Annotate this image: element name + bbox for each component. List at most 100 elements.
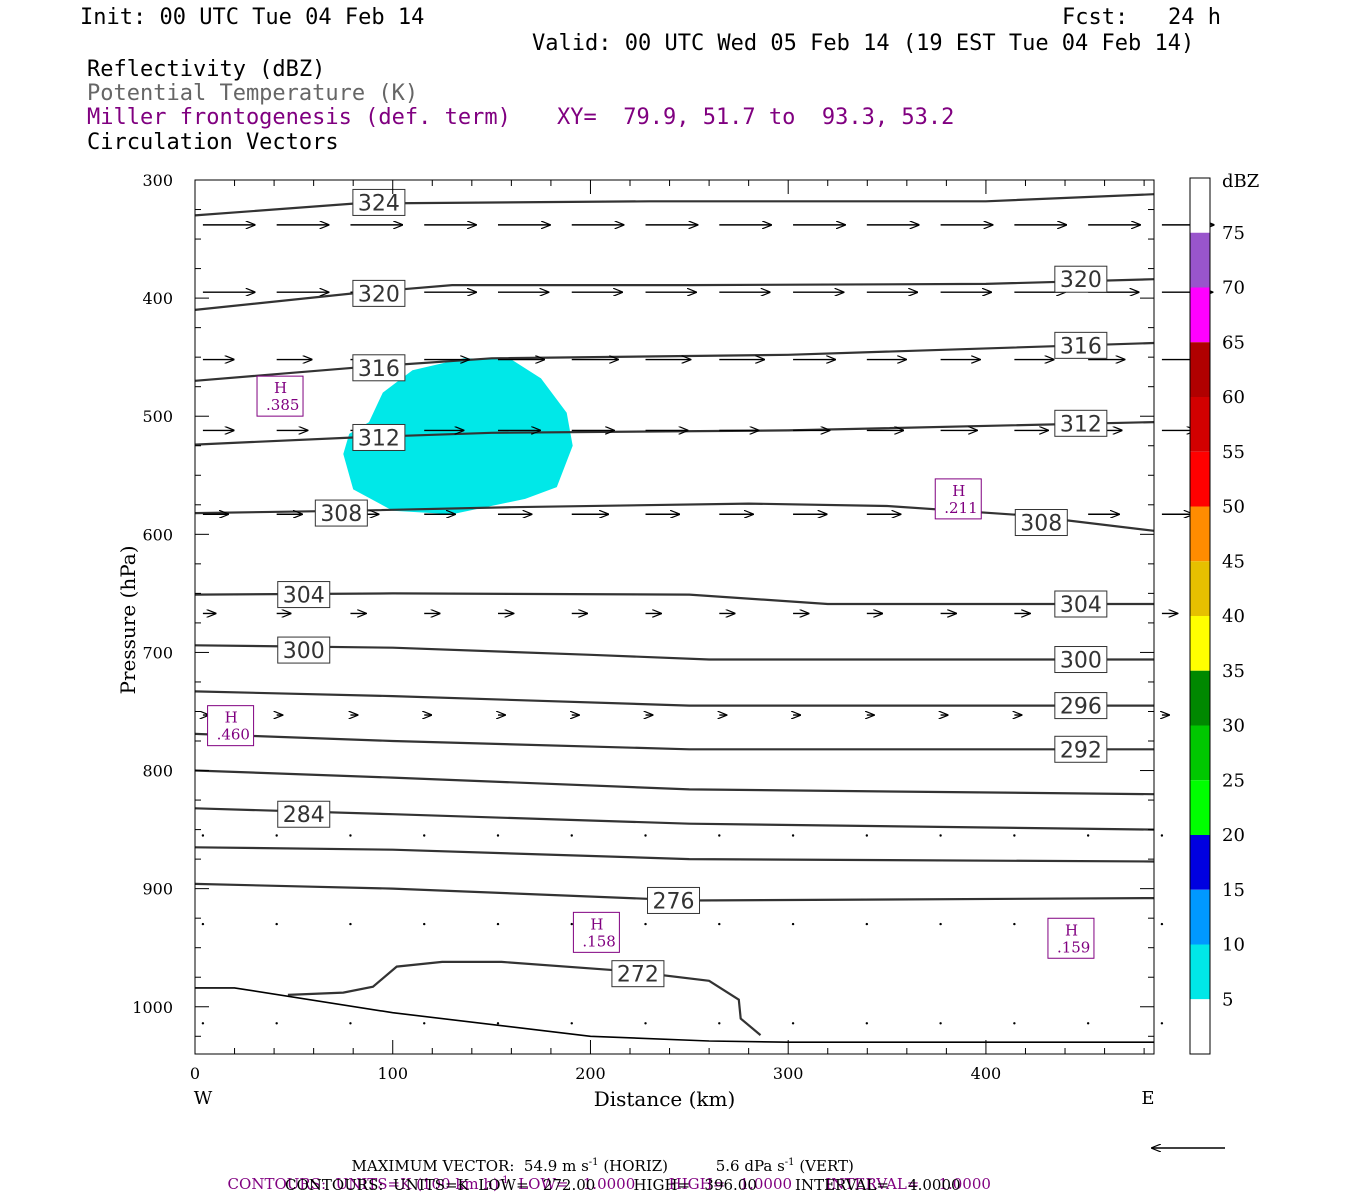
theta-label-320-east: 320 [1060,268,1102,293]
theta-label-320-west: 320 [358,282,400,307]
colorbar-level-65: 65 [1222,332,1245,353]
theta-label-304-east: 304 [1060,593,1102,618]
circulation-dot [349,1022,352,1025]
y-tick-label-900: 900 [142,880,173,899]
forecast-hour: Fcst: 24 h [1062,5,1221,30]
max-vector-horiz: (HORIZ) [603,1157,669,1175]
colorbar-level-60: 60 [1222,387,1245,408]
theta-label-box [1054,409,1108,437]
circulation-dot [201,1022,205,1025]
cross-section-endpoints: XY= 79.9, 51.7 to 93.3, 53.2 [557,105,955,130]
circulation-dot [201,834,205,837]
colorbar-segment [1190,999,1210,1054]
y-tick-label-800: 800 [142,762,173,781]
circulation-dot [275,834,278,837]
theta-label-308-west: 308 [320,502,362,527]
theta-label-276-west: 276 [653,889,695,914]
fgen-max-box [1047,917,1095,959]
max-vector-vert-tail: (VERT) [799,1157,854,1175]
colorbar-level-5: 5 [1222,989,1233,1010]
colorbar-segment [1190,506,1210,562]
circulation-dot [201,922,205,926]
colorbar-segment [1190,780,1210,835]
colorbar-segment [1190,178,1210,233]
colorbar-segment [1190,670,1210,726]
theta-label-box [1054,692,1108,720]
circulation-dot [865,834,869,837]
colorbar-level-20: 20 [1222,825,1245,846]
contours-fgen-units: CONTOURS: UNITS=K (100 km h) [227,1175,499,1193]
theta-label-box [352,279,406,307]
theta-label-292-east: 292 [1060,738,1102,763]
theta-label-284-west: 284 [283,803,325,828]
theta-contour-304 [194,592,1154,606]
theta-label-box [1054,735,1108,763]
x-axis-title: Distance (km) [594,1087,736,1111]
theta-label-box [1014,509,1068,537]
x-tick-label-400: 400 [971,1064,1002,1083]
theta-label-box [1054,265,1108,293]
fgen-max-value-4: .159 [1057,938,1090,956]
theta-label-308-east: 308 [1020,512,1062,537]
colorbar-level-40: 40 [1222,606,1245,627]
theta-contour-312 [194,421,1155,446]
footer-contours-theta: CONTOURS: UNITS=K LOW= 272.00 HIGH= 396.… [285,1176,961,1194]
theta-label-box [1054,590,1108,618]
colorbar-segment [1190,451,1210,507]
plot-frame [194,179,1155,1055]
y-tick-label-1000: 1000 [132,998,173,1017]
colorbar-level-10: 10 [1222,935,1245,956]
colorbar-level-25: 25 [1222,770,1245,791]
circulation-dot [349,922,352,926]
colorbar-segment [1190,287,1210,343]
colorbar-segment [1190,889,1210,945]
circulation-dot [718,1022,721,1025]
circulation-dot [939,922,942,926]
y-tick-label-600: 600 [142,525,173,544]
colorbar-segment [1190,342,1210,397]
colorbar-level-30: 30 [1222,716,1245,737]
circulation-dot [939,834,942,837]
circulation-dot [791,1022,795,1025]
theta-label-box [352,354,406,382]
max-vector-sup: -1 [588,1157,599,1168]
field-reflectivity: Reflectivity (dBZ) [87,57,326,82]
theta-label-box [1054,331,1108,359]
theta-label-312-west: 312 [358,426,400,451]
fgen-max-value-2: .460 [217,726,250,744]
circulation-dot [718,834,721,837]
theta-contour-276 [194,882,1155,902]
init-time: Init: 00 UTC Tue 04 Feb 14 [80,5,425,30]
footer-max-vector: MAXIMUM VECTOR: 54.9 m s-1 (HORIZ) 5.6 d… [342,1139,854,1175]
circulation-dot [1086,1022,1090,1025]
circulation-dot [423,922,426,926]
fgen-max-value-0: .385 [266,396,299,414]
fgen-max-h-0: H [274,379,287,397]
fgen-max-h-4: H [1065,921,1078,939]
circulation-dot [1013,922,1016,926]
circulation-dot [644,922,647,926]
circulation-dot [718,922,721,926]
y-axis-title: Pressure (hPa) [116,546,140,695]
max-vector-vert-sup: -1 [784,1157,795,1168]
circulation-dot [1160,922,1164,926]
colorbar-frame [1189,177,1211,1055]
colorbar-segment [1190,561,1210,616]
y-tick-label-400: 400 [142,289,173,308]
circulation-dot [570,1022,573,1025]
y-tick-label-300: 300 [142,171,173,190]
field-theta: Potential Temperature (K) [87,81,419,106]
x-tick-label-200: 200 [575,1064,606,1083]
circulation-dot [570,922,573,926]
circulation-dot [496,834,500,837]
circulation-dot [1013,834,1016,837]
theta-label-312-east: 312 [1060,412,1102,437]
theta-contour-288 [194,769,1155,796]
colorbar-segment [1190,397,1210,452]
colorbar-title: dBZ [1222,171,1259,192]
circulation-dot [1160,834,1164,837]
terrain-line [195,987,1154,1043]
theta-label-316-east: 316 [1060,334,1102,359]
colorbar-level-70: 70 [1222,278,1245,299]
